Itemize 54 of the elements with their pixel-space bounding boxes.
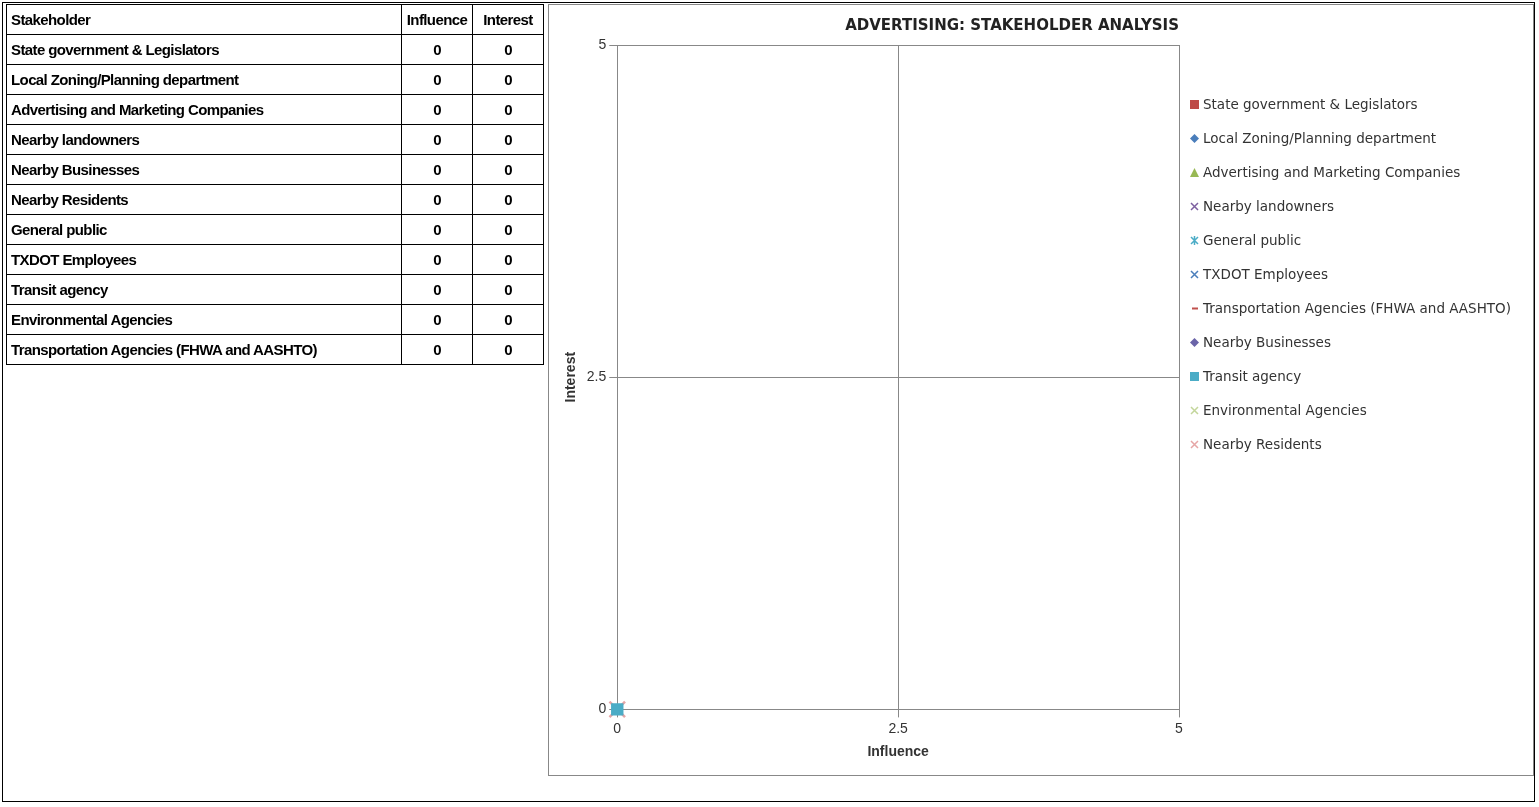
data-label: 0 — [401, 334, 473, 365]
y-tick-label: State government & Legislators — [6, 34, 402, 65]
legend-label: State government & Legislators — [1203, 95, 1418, 113]
legend-label: Local Zoning/Planning department — [1203, 129, 1437, 147]
legend-label: TXDOT Employees — [1203, 265, 1328, 283]
data-label: 0 — [401, 184, 473, 215]
y-tick-label: Transportation Agencies (FHWA and AASHTO) — [6, 334, 402, 365]
y-tick-label: 2.5 — [586, 368, 607, 385]
data-label: 0 — [401, 244, 473, 275]
x-tick-label: 0 — [613, 719, 622, 736]
data-label: 0 — [401, 154, 473, 185]
data-label: 0 — [472, 34, 544, 65]
legend-label: Advertising and Marketing Companies — [1203, 163, 1461, 181]
data-label: 0 — [401, 64, 473, 95]
legend-label: General public — [1203, 231, 1302, 249]
x-axis-title: Influence — [867, 743, 930, 760]
text: Stakeholder — [6, 4, 402, 35]
y-tick-label: Nearby Businesses — [6, 154, 402, 185]
legend-label: Transit agency — [1203, 367, 1302, 385]
y-axis-title: Interest — [562, 351, 579, 403]
data-label: 0 — [472, 334, 544, 365]
legend-label: Environmental Agencies — [1203, 401, 1367, 419]
data-label: 0 — [401, 274, 473, 305]
legend-label: Nearby landowners — [1203, 197, 1334, 215]
data-label: 0 — [401, 214, 473, 245]
data-label: 0 — [472, 184, 544, 215]
data-label: 0 — [401, 94, 473, 125]
data-label: 0 — [472, 244, 544, 275]
y-tick-label: Local Zoning/Planning department — [6, 64, 402, 95]
data-label: 0 — [472, 214, 544, 245]
data-label: 0 — [472, 124, 544, 155]
data-label: 0 — [472, 64, 544, 95]
data-label: 0 — [472, 94, 544, 125]
data-label: 0 — [472, 154, 544, 185]
y-tick-label: General public — [6, 214, 402, 245]
y-tick-label: Transit agency — [6, 274, 402, 305]
y-tick-label: 0 — [598, 700, 607, 717]
data-label: 0 — [472, 274, 544, 305]
y-tick-label: 5 — [598, 35, 607, 52]
data-label: 0 — [401, 304, 473, 335]
y-tick-label: Nearby landowners — [6, 124, 402, 155]
y-tick-label: Nearby Residents — [6, 184, 402, 215]
legend-label: Transportation Agencies (FHWA and AASHTO) — [1203, 299, 1511, 317]
x-tick-label: 2.5 — [888, 719, 909, 736]
legend-label: Nearby Residents — [1203, 435, 1322, 453]
chart-title: ADVERTISING: STAKEHOLDER ANALYSIS — [845, 15, 1179, 34]
legend-label: Nearby Businesses — [1203, 333, 1331, 351]
data-label: 0 — [401, 34, 473, 65]
y-tick-label: Advertising and Marketing Companies — [6, 94, 402, 125]
x-tick-label: 5 — [1175, 719, 1184, 736]
y-tick-label: TXDOT Employees — [6, 244, 402, 275]
y-tick-label: Environmental Agencies — [6, 304, 402, 335]
data-label: 0 — [401, 124, 473, 155]
data-label: 0 — [472, 304, 544, 335]
